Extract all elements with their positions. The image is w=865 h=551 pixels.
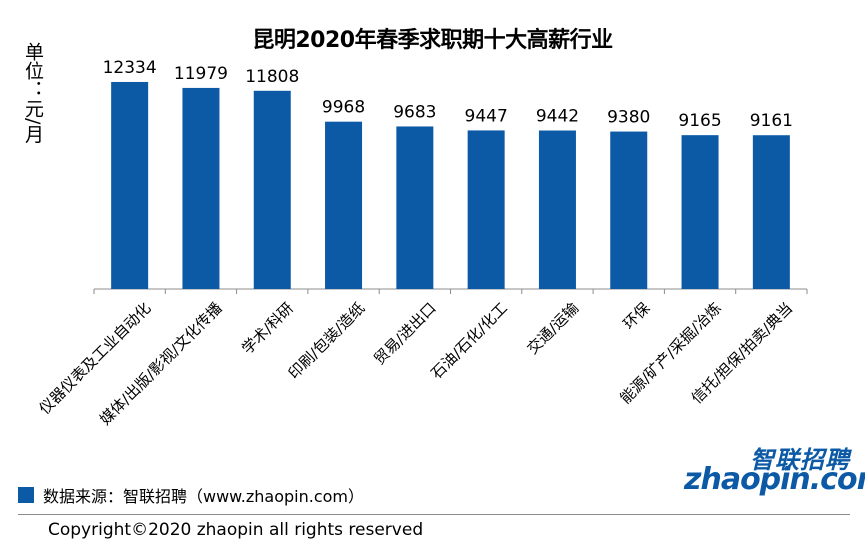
legend-swatch [18, 487, 34, 503]
copyright-text: Copyright©2020 zhaopin all rights reserv… [48, 520, 424, 540]
bar-2 [253, 90, 291, 290]
category-label-5: 石油/石化/化工 [427, 299, 511, 383]
bar-9 [752, 135, 790, 289]
data-label-9: 9161 [750, 111, 793, 131]
category-label-2: 学术/科研 [238, 299, 297, 358]
bar-5 [467, 130, 505, 289]
legend-label: 数据来源：智联招聘（www.zhaopin.com） [43, 487, 365, 506]
category-label-1: 媒体/出版/影视/文化传播 [96, 299, 226, 429]
bar-1 [182, 87, 220, 290]
category-label-6: 交通/运输 [523, 299, 582, 358]
data-label-1: 11979 [174, 64, 228, 84]
bar-4 [396, 126, 434, 289]
data-label-0: 12334 [103, 58, 157, 78]
data-label-7: 9380 [607, 108, 650, 128]
data-label-4: 9683 [393, 102, 436, 122]
data-label-6: 9442 [536, 107, 579, 127]
bar-8 [681, 135, 719, 289]
logo-cn-text: 智联招聘 [750, 446, 850, 474]
data-label-8: 9165 [678, 111, 721, 131]
category-label-4: 贸易/进出口 [370, 299, 439, 368]
data-label-5: 9447 [465, 106, 508, 126]
bar-6 [538, 130, 576, 289]
bar-3 [325, 121, 363, 290]
bar-0 [111, 81, 149, 289]
data-label-3: 9968 [322, 98, 365, 118]
logo-en-text: zhaopin.com [684, 462, 865, 497]
category-label-7: 环保 [620, 299, 654, 333]
y-axis-unit-label: 单位：元/月 [22, 42, 44, 144]
footer-divider [18, 514, 850, 515]
category-label-3: 印刷/包装/造纸 [285, 299, 369, 383]
legend: 数据来源：智联招聘（www.zhaopin.com） [18, 483, 364, 507]
chart-title: 昆明2020年春季求职期十大高薪行业 [252, 28, 613, 53]
bar-7 [610, 131, 648, 289]
data-label-2: 11808 [245, 67, 299, 87]
zhaopin-logo: 智联招聘 zhaopin.com [684, 440, 865, 510]
